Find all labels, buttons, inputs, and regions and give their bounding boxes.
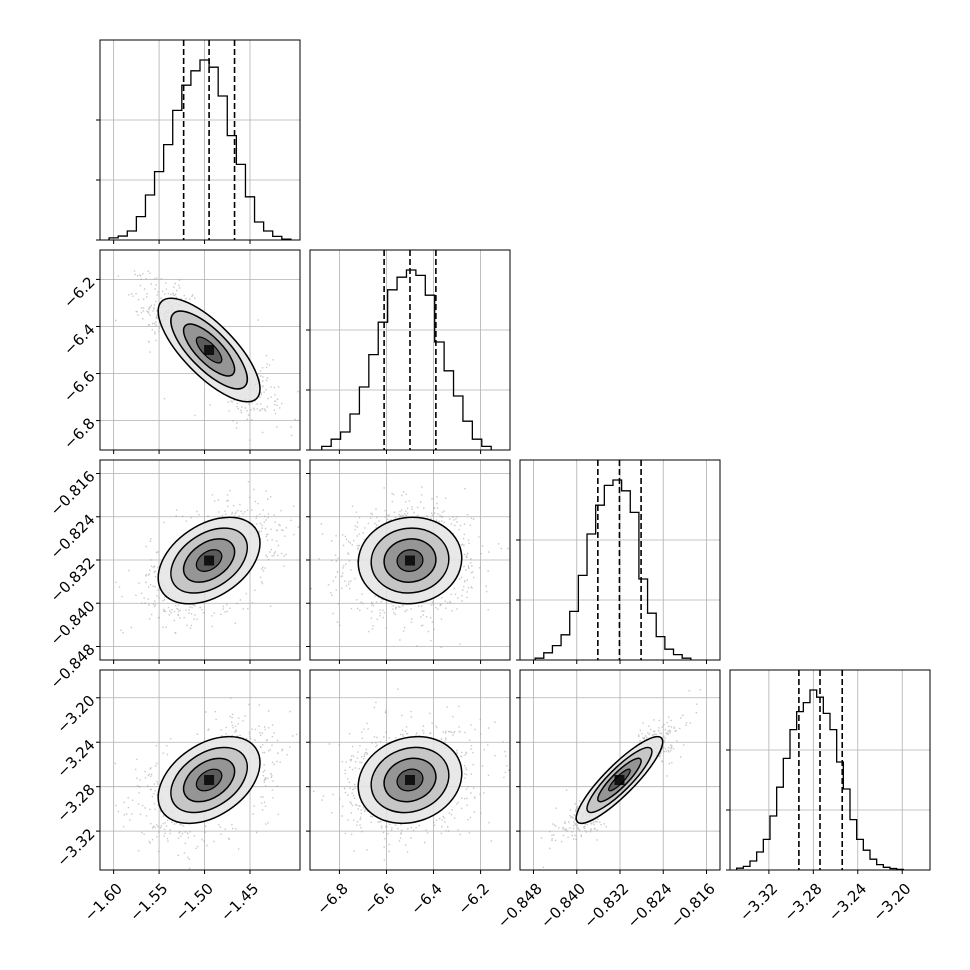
- scatter-points: [310, 486, 509, 648]
- scatter-panel-4-2: [306, 669, 511, 874]
- scatter-panel-3-1: [96, 459, 301, 664]
- x-tick-label: −6.2: [454, 880, 492, 918]
- histogram-panel-1: [96, 39, 301, 244]
- contour-line: [170, 527, 249, 594]
- density-layer: [310, 486, 509, 648]
- contour-line: [396, 549, 424, 572]
- y-tick-label: −6.8: [60, 414, 98, 452]
- y-tick-label: −3.20: [53, 692, 98, 737]
- scatter-points: [313, 688, 510, 861]
- y-tick-label: −6.4: [60, 320, 98, 358]
- density-layer: [539, 689, 701, 870]
- contour-line: [182, 757, 236, 803]
- density-peak: [204, 775, 215, 785]
- contour-line: [575, 735, 664, 825]
- x-tick-label: −0.840: [537, 880, 589, 932]
- y-tick-label: −3.24: [53, 736, 98, 781]
- contour-line: [170, 310, 249, 390]
- contour-line: [195, 336, 223, 364]
- contour-line: [396, 768, 424, 792]
- contour-line: [170, 746, 249, 814]
- histogram-panel-3: [516, 459, 721, 664]
- contour-line: [370, 746, 450, 814]
- density-peak: [405, 555, 415, 566]
- x-tick-label: −1.50: [172, 880, 217, 925]
- contour-line: [157, 297, 261, 403]
- panel-frame: [309, 249, 511, 451]
- x-tick-label: −0.832: [580, 880, 632, 932]
- y-tick-label: −0.824: [47, 511, 99, 563]
- density-peak: [204, 555, 215, 566]
- contour-line: [157, 516, 261, 605]
- contour-line: [157, 735, 261, 825]
- contour-line: [383, 757, 437, 803]
- x-tick-label: −3.20: [869, 880, 914, 925]
- contour-line: [195, 549, 223, 572]
- panel-frame: [99, 669, 301, 871]
- density-peak: [405, 775, 415, 785]
- histogram-step-line: [108, 59, 292, 240]
- x-tick-label: −3.24: [825, 880, 870, 925]
- x-tick-label: −1.55: [126, 880, 171, 925]
- contour-line: [370, 527, 450, 594]
- contour-line: [608, 768, 631, 792]
- contour-line: [597, 757, 642, 803]
- panel-frame: [309, 669, 511, 871]
- x-tick-label: −0.816: [667, 880, 719, 932]
- x-tick-label: −1.45: [217, 880, 262, 925]
- x-tick-label: −0.824: [624, 880, 676, 932]
- histogram-panel-2: [306, 249, 511, 454]
- panel-frame: [729, 669, 931, 871]
- x-tick-label: −6.6: [360, 880, 398, 918]
- x-tick-label: −1.60: [81, 880, 126, 925]
- scatter-panel-4-3: [516, 669, 721, 874]
- y-tick-label: −6.6: [60, 367, 98, 405]
- contour-line: [357, 516, 463, 605]
- y-tick-label: −0.840: [47, 597, 99, 649]
- x-tick-label: −0.848: [494, 880, 546, 932]
- contour-line: [357, 735, 463, 825]
- y-tick-label: −3.32: [53, 825, 98, 870]
- x-tick-label: −6.8: [313, 880, 351, 918]
- density-layer: [115, 270, 299, 441]
- panel-frame: [99, 39, 301, 241]
- scatter-panel-3-2: [306, 459, 511, 664]
- density-layer: [313, 688, 510, 861]
- y-tick-label: −0.848: [47, 640, 99, 692]
- contour-line: [195, 768, 223, 792]
- contour-line: [383, 538, 437, 583]
- x-tick-label: −3.28: [780, 880, 825, 925]
- x-tick-label: −6.4: [407, 880, 445, 918]
- panel-frame: [99, 249, 301, 451]
- histogram-step-line: [321, 269, 492, 450]
- contour-line: [586, 746, 653, 814]
- density-peak: [204, 345, 215, 355]
- y-tick-label: −0.816: [47, 467, 99, 519]
- histogram-panel-4: [726, 669, 931, 874]
- x-tick-label: −3.32: [736, 880, 781, 925]
- contour-line: [182, 323, 236, 377]
- scatter-panel-4-1: [96, 669, 301, 874]
- contour-line: [182, 538, 236, 583]
- y-tick-label: −0.832: [47, 554, 99, 606]
- density-layer: [115, 481, 300, 634]
- scatter-panel-2-1: [96, 249, 301, 454]
- y-tick-label: −3.28: [53, 780, 98, 825]
- density-peak: [614, 775, 625, 785]
- y-tick-label: −6.2: [60, 273, 98, 311]
- density-layer: [114, 697, 298, 870]
- histogram-step-line: [534, 479, 692, 660]
